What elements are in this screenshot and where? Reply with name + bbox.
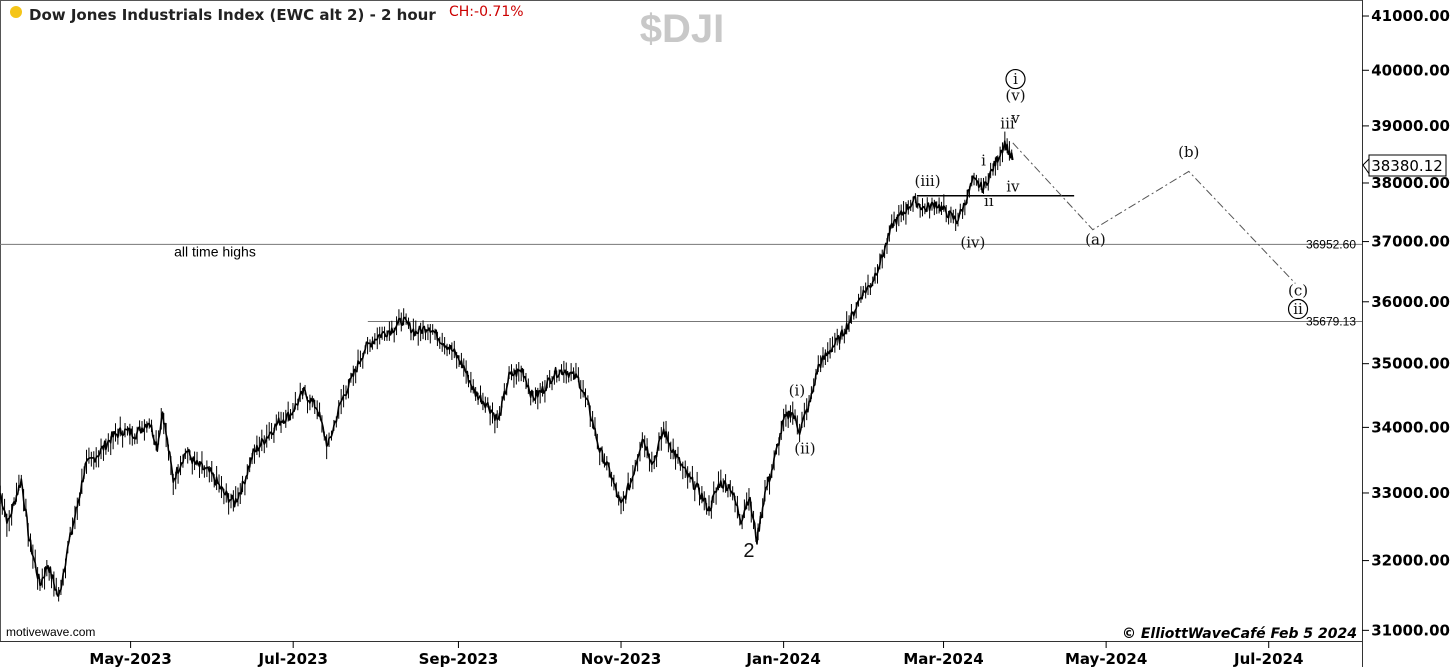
y-tick-label: 34000.00	[1371, 418, 1450, 436]
last-price-box	[1368, 154, 1447, 177]
y-tick-label: 37000.00	[1371, 233, 1450, 251]
wave-label: (v)	[1005, 87, 1025, 105]
wave-label: i	[1013, 70, 1018, 88]
wave-label: (a)	[1085, 231, 1106, 249]
x-tick-label: Sep-2023	[419, 650, 499, 667]
x-tick-label: Jul-2024	[1233, 650, 1303, 667]
x-axis: May-2023 Jul-2023 Sep-2023 Nov-2023 Jan-2024…	[89, 641, 1303, 667]
wave-label: (iii)	[914, 172, 940, 190]
copyright-text: © ElliottWaveCafé Feb 5 2024	[1122, 626, 1357, 642]
x-tick-label: Nov-2023	[581, 650, 662, 667]
projection-line	[1012, 142, 1296, 284]
wave-label: 2	[743, 540, 754, 562]
wave-label: i	[981, 152, 986, 170]
y-tick-label: 41000.00	[1371, 7, 1450, 25]
y-tick-label: 31000.00	[1371, 621, 1450, 639]
hline-note: all time highs	[174, 243, 256, 259]
x-tick-label: May-2023	[89, 650, 171, 667]
wave-label: v	[1010, 109, 1020, 127]
x-tick-label: May-2024	[1065, 650, 1147, 667]
y-axis: 31000.00 32000.00 33000.00 34000.00 35000.00…	[1362, 7, 1450, 639]
hline-label: 36952.60	[1306, 237, 1356, 251]
wave-label: ii	[984, 192, 994, 210]
last-price-marker: 38380.12	[1362, 154, 1447, 177]
wave-label: (iv)	[960, 234, 985, 252]
symbol-watermark: $DJI	[640, 7, 725, 51]
wave-circle	[1287, 298, 1309, 320]
hline-label: 35679.13	[1306, 314, 1356, 328]
y-tick-label: 36000.00	[1371, 293, 1450, 311]
wave-label: iii	[1000, 115, 1015, 133]
y-tick-label: 40000.00	[1371, 61, 1450, 79]
wave-label: (i)	[789, 381, 806, 399]
y-tick-label: 33000.00	[1371, 484, 1450, 502]
x-tick-label: Mar-2024	[903, 650, 983, 667]
wave-label: (ii)	[794, 439, 815, 457]
y-tick-label: 32000.00	[1371, 552, 1450, 570]
wave-circle	[1005, 68, 1026, 90]
price-line	[0, 140, 1014, 597]
price-series	[0, 131, 1014, 602]
x-tick-label: Jan-2024	[745, 650, 820, 667]
credit-text: motivewave.com	[6, 625, 95, 639]
horizontal-lines: 36952.60 all time highs 35679.13	[0, 194, 1362, 328]
y-tick-label: 35000.00	[1371, 355, 1450, 373]
wave-label: iv	[1006, 178, 1020, 196]
y-tick-label: 39000.00	[1371, 117, 1450, 135]
wave-label: ii	[1293, 300, 1303, 318]
x-tick-label: Jul-2023	[258, 650, 328, 667]
projection-path	[1012, 142, 1296, 284]
chart-title: Dow Jones Industrials Index (EWC alt 2) …	[29, 6, 436, 24]
wave-labels: 2(i)(ii)(iii)(iv)iiiiiiivv(v)i(a)(b)(c)i…	[743, 68, 1309, 562]
wave-label: (c)	[1288, 282, 1308, 300]
change-label: CH:-0.71%	[449, 4, 524, 20]
last-price-value: 38380.12	[1371, 157, 1443, 175]
y-tick-label: 38000.00	[1371, 174, 1450, 192]
wave-label: (b)	[1178, 143, 1199, 161]
status-dot-icon	[10, 6, 22, 18]
